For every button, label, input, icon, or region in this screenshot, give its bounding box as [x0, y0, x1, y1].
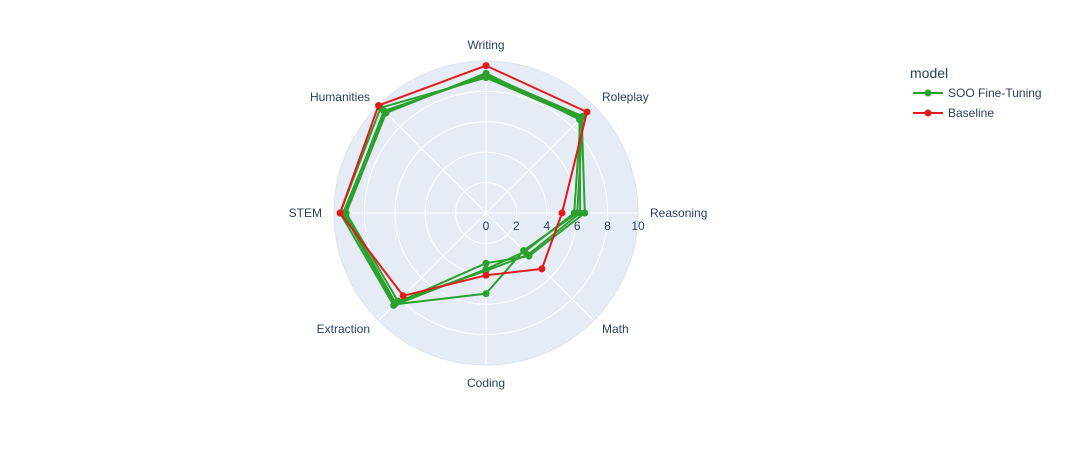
legend-item-soo-fine-tuning[interactable]: SOO Fine-Tuning	[913, 86, 1042, 100]
data-point-math[interactable]	[520, 247, 528, 255]
data-point-roleplay[interactable]	[579, 112, 587, 120]
spoke-roleplay	[485, 105, 594, 214]
axis-label-humanities: Humanities	[310, 90, 370, 104]
data-point-reasoning[interactable]	[573, 209, 581, 217]
radial-tick-labels: 0 2 4 6 8 10	[483, 219, 645, 233]
axis-label-coding: Coding	[467, 376, 505, 390]
axis-label-extraction: Extraction	[317, 322, 370, 336]
axis-label-writing: Writing	[467, 38, 504, 52]
axis-label-stem: STEM	[289, 206, 322, 220]
legend-label: SOO Fine-Tuning	[948, 86, 1042, 100]
legend-swatch-marker	[924, 89, 932, 97]
series-soo-fine-tuning-4	[339, 71, 587, 308]
spoke-humanities	[378, 105, 487, 214]
data-point-reasoning[interactable]	[558, 209, 566, 217]
data-point-stem[interactable]	[336, 209, 344, 217]
legend-label: Baseline	[948, 106, 994, 120]
data-point-writing[interactable]	[482, 62, 490, 70]
data-point-humanities[interactable]	[375, 102, 382, 109]
radial-tick-label: 2	[513, 219, 520, 233]
radial-tick-label: 0	[483, 219, 490, 233]
radial-tick-label: 4	[543, 219, 550, 233]
axis-label-reasoning: Reasoning	[650, 206, 707, 220]
data-point-math[interactable]	[538, 265, 546, 273]
radial-tick-label: 6	[574, 219, 581, 233]
legend-swatch-marker	[924, 109, 932, 117]
legend-title: model	[910, 65, 948, 81]
data-point-humanities[interactable]	[381, 108, 389, 116]
series-layer	[336, 62, 591, 309]
angular-axis-labels: Writing Roleplay Reasoning Math Coding Extrac…	[289, 38, 708, 390]
data-point-coding[interactable]	[482, 259, 490, 267]
radial-tick-label: 10	[631, 219, 645, 233]
radial-tick-label: 8	[604, 219, 611, 233]
data-point-coding[interactable]	[482, 271, 490, 279]
data-point-writing[interactable]	[482, 71, 490, 79]
axis-label-math: Math	[602, 322, 629, 336]
series-baseline-5	[336, 62, 591, 300]
data-point-extraction[interactable]	[391, 300, 399, 308]
data-point-roleplay[interactable]	[583, 108, 591, 116]
legend-item-baseline[interactable]: Baseline	[913, 106, 994, 120]
polar-grid	[333, 60, 639, 366]
data-point-coding[interactable]	[482, 290, 490, 298]
data-point-coding[interactable]	[482, 265, 490, 273]
data-point-extraction[interactable]	[399, 292, 407, 300]
axis-label-roleplay: Roleplay	[602, 90, 649, 104]
